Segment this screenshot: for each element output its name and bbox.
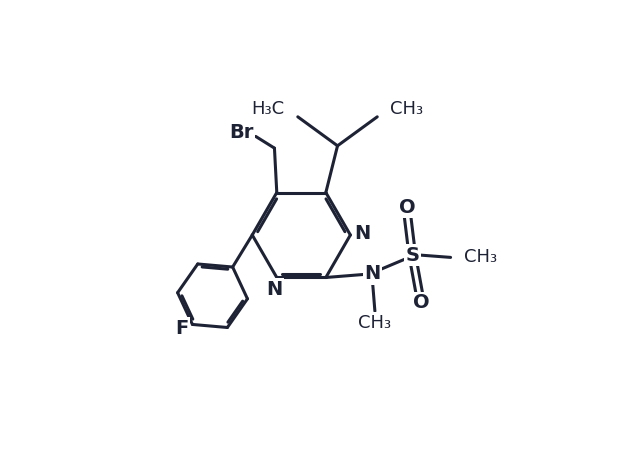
Text: N: N xyxy=(266,280,283,298)
Text: N: N xyxy=(354,224,370,243)
Text: F: F xyxy=(175,319,189,337)
Text: CH₃: CH₃ xyxy=(358,314,392,332)
Text: H₃C: H₃C xyxy=(252,100,285,118)
Text: O: O xyxy=(413,293,430,312)
Text: N: N xyxy=(364,264,381,283)
Text: CH₃: CH₃ xyxy=(390,100,424,118)
Text: CH₃: CH₃ xyxy=(463,249,497,266)
Text: Br: Br xyxy=(230,123,254,142)
Text: O: O xyxy=(399,198,416,217)
Text: S: S xyxy=(405,245,419,265)
